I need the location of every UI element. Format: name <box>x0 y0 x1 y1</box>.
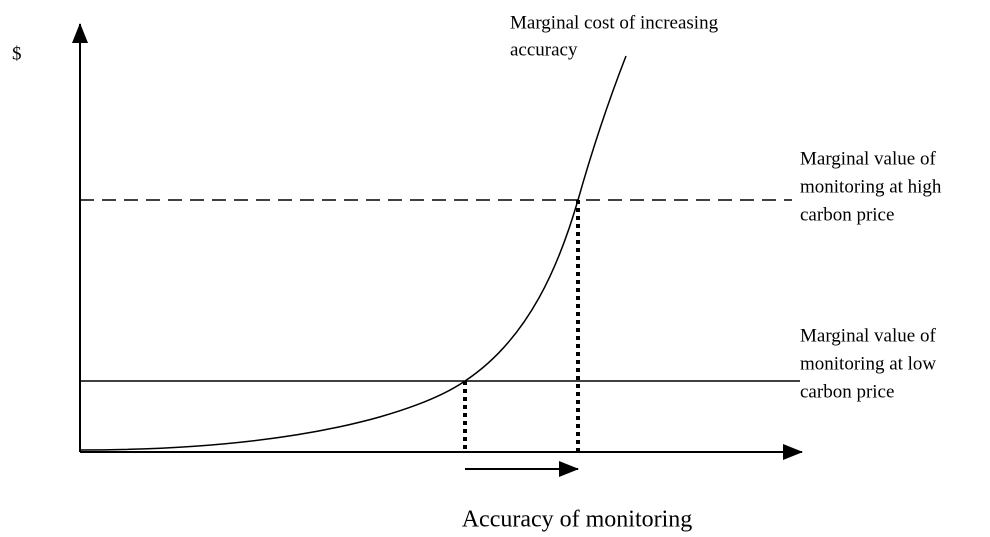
cost-curve-label: accuracy <box>510 39 578 60</box>
low-price-label: carbon price <box>800 381 894 402</box>
high-price-label: monitoring at high <box>800 176 942 197</box>
high-price-label: Marginal value of <box>800 148 936 169</box>
cost-curve <box>79 55 627 451</box>
y-axis-label: $ <box>12 43 22 64</box>
low-price-label: monitoring at low <box>800 353 936 374</box>
high-price-label: carbon price <box>800 204 894 225</box>
low-price-label: Marginal value of <box>800 325 936 346</box>
cost-curve-label: Marginal cost of increasing <box>510 12 719 33</box>
x-axis-label: Accuracy of monitoring <box>462 507 693 533</box>
